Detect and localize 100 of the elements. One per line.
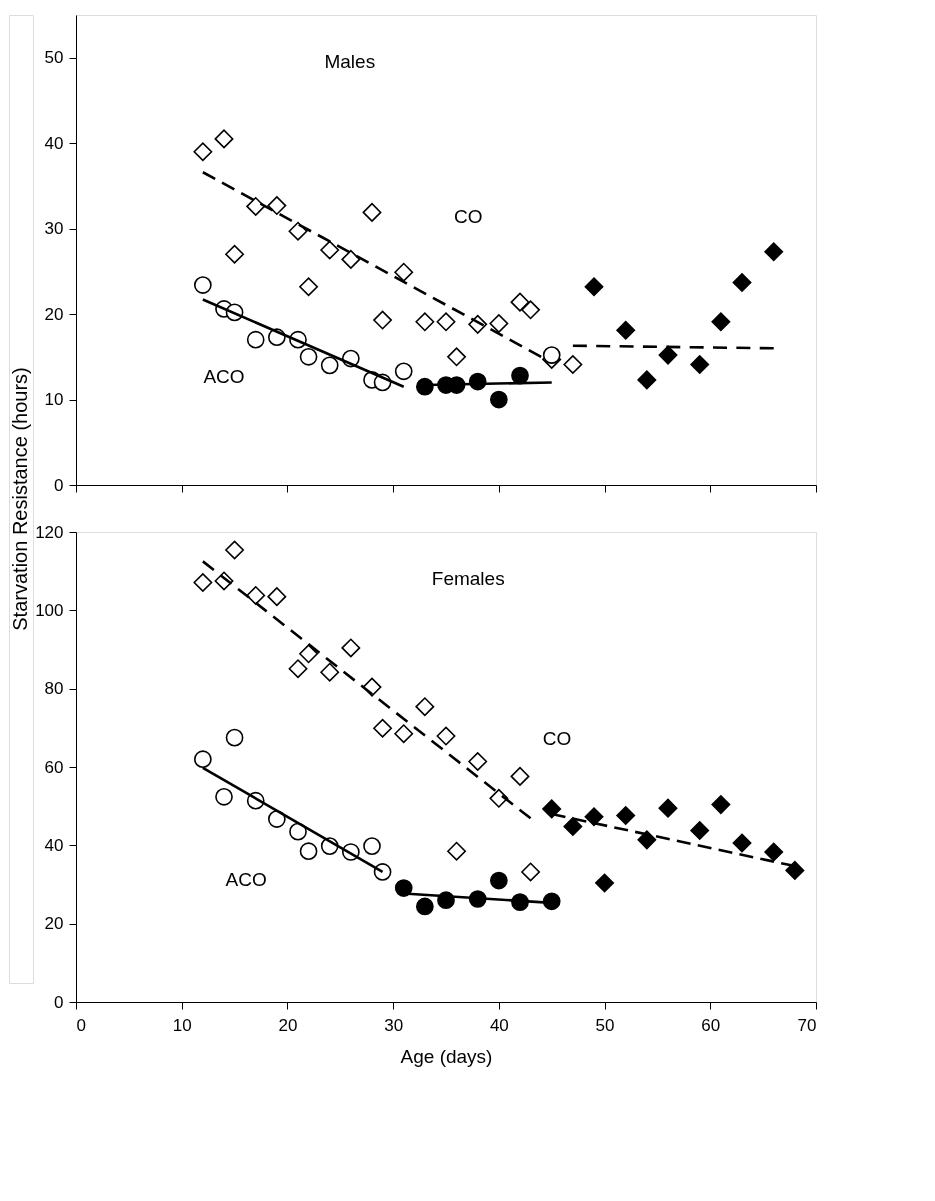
point — [690, 820, 710, 840]
y-tick-label: 40 — [44, 835, 64, 855]
y-axis-title: Starvation Resistance (hours) — [9, 367, 31, 631]
point — [510, 292, 530, 312]
y-tick-label: 60 — [44, 757, 64, 777]
y-tick-label: 0 — [54, 475, 64, 495]
x-tick-label: 10 — [172, 1015, 192, 1035]
point — [489, 314, 509, 333]
annotation: CO — [542, 727, 572, 749]
text: Females — [431, 568, 505, 589]
point — [268, 810, 286, 828]
point — [193, 142, 213, 162]
point — [468, 752, 488, 771]
point — [341, 638, 361, 658]
point — [521, 862, 541, 882]
point — [436, 726, 456, 746]
point — [764, 242, 784, 262]
point — [225, 728, 244, 747]
point — [394, 262, 414, 282]
point — [246, 330, 265, 349]
point — [711, 312, 731, 332]
annotation: ACO — [203, 365, 245, 387]
point — [193, 573, 213, 592]
point — [563, 817, 583, 836]
x-tick-label: 40 — [489, 1015, 509, 1035]
point — [521, 300, 541, 320]
point — [246, 585, 266, 605]
point — [510, 766, 530, 786]
point — [658, 345, 678, 365]
point — [511, 366, 529, 385]
y-tick-label: 20 — [44, 304, 64, 324]
point — [711, 795, 731, 815]
point — [320, 662, 340, 682]
point — [362, 202, 382, 222]
point — [320, 240, 340, 260]
point — [490, 390, 508, 409]
point — [267, 587, 287, 607]
y-tick-label: 100 — [35, 600, 64, 620]
point — [373, 310, 393, 330]
point — [225, 244, 245, 264]
x-tick-label: 70 — [797, 1015, 817, 1035]
x-tick-label: 50 — [595, 1015, 615, 1035]
y-tick-label: 50 — [44, 48, 64, 68]
point — [732, 833, 752, 853]
point — [637, 370, 657, 390]
point — [341, 249, 361, 269]
y-tick-label: 0 — [54, 992, 64, 1012]
point — [595, 873, 615, 893]
point — [299, 842, 318, 861]
x-tick-label: 20 — [278, 1015, 298, 1035]
point — [416, 897, 434, 916]
point — [363, 837, 381, 855]
point — [194, 750, 212, 769]
point — [267, 196, 287, 216]
point — [288, 659, 308, 679]
point — [584, 277, 604, 297]
point — [394, 362, 413, 381]
point — [616, 320, 636, 340]
text: Males — [324, 51, 376, 72]
point — [416, 377, 434, 396]
point — [637, 830, 657, 850]
y-tick-label: 10 — [44, 390, 64, 410]
point — [436, 312, 456, 332]
point — [658, 798, 678, 818]
annotation: ACO — [225, 868, 267, 890]
y-tick-label: 20 — [44, 914, 64, 934]
point — [299, 347, 318, 366]
y-tick-label: 80 — [44, 679, 64, 699]
point — [299, 277, 319, 297]
point — [215, 787, 233, 806]
x-axis-title: Age (days) — [400, 1045, 493, 1067]
point — [299, 644, 319, 664]
point — [542, 799, 562, 819]
point — [194, 276, 212, 294]
point — [785, 860, 805, 880]
x-tick-label: 60 — [701, 1015, 721, 1035]
point — [616, 806, 636, 826]
point — [225, 540, 245, 560]
point — [447, 347, 467, 367]
point — [289, 822, 307, 841]
point — [415, 312, 435, 332]
point — [394, 879, 413, 897]
point — [764, 842, 784, 862]
point — [415, 697, 435, 717]
point — [584, 807, 604, 827]
point — [690, 355, 710, 374]
y-tick-label: 120 — [35, 522, 64, 542]
point — [246, 196, 266, 216]
point — [214, 129, 234, 149]
y-tick-label: 40 — [44, 133, 64, 153]
point — [490, 871, 508, 890]
point — [563, 355, 583, 374]
annotation: CO — [453, 206, 483, 228]
point — [542, 346, 561, 364]
x-tick-label: 0 — [76, 1015, 86, 1035]
point — [394, 724, 414, 744]
x-tick-label: 30 — [384, 1015, 404, 1035]
point — [373, 718, 393, 738]
point — [447, 841, 467, 861]
point — [320, 356, 339, 375]
